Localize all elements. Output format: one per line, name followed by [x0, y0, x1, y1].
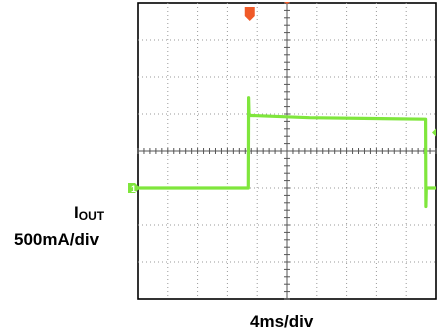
trigger-position-marker — [244, 7, 255, 21]
time-reference-marker — [284, 2, 290, 4]
markers: 1 — [128, 2, 436, 194]
x-scale-label: 4ms/div — [250, 312, 314, 331]
trace-group — [138, 96, 436, 209]
channel-ground-marker — [128, 183, 140, 193]
channel-label: IOUT — [74, 204, 104, 222]
y-scale-label: 500mA/div — [14, 230, 100, 249]
trigger-level-marker — [432, 128, 436, 137]
channel-label-main: I — [74, 203, 79, 222]
channel-label-subscript: OUT — [78, 209, 105, 223]
channel-marker-number: 1 — [131, 184, 136, 194]
current-trace — [138, 96, 436, 209]
grid — [137, 2, 437, 300]
